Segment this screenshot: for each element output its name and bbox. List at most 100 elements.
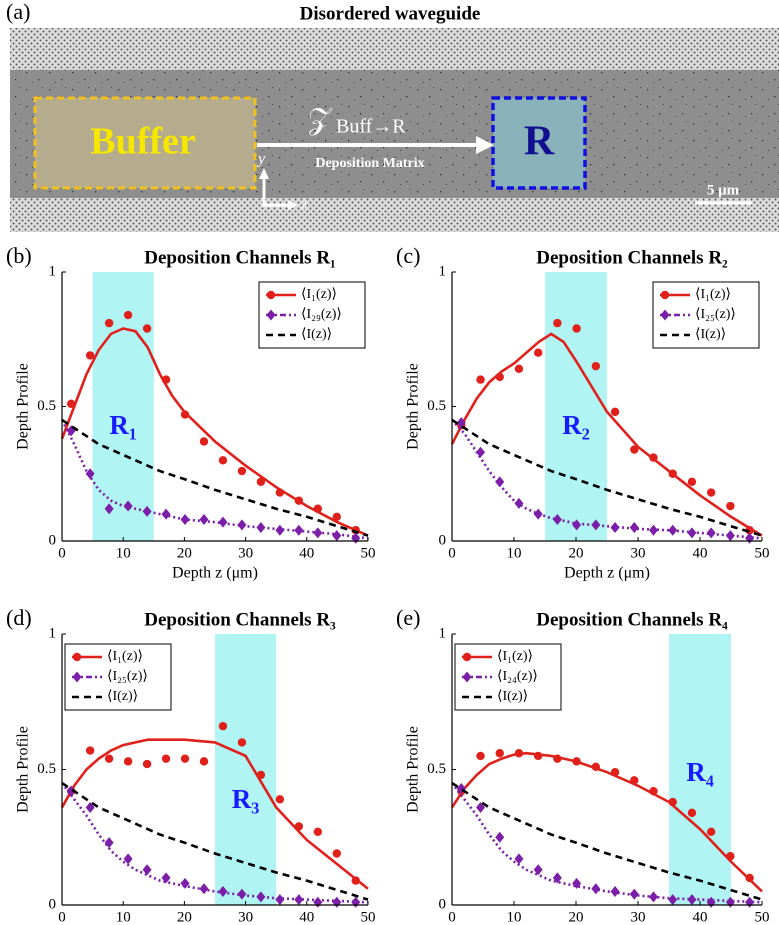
y-axis-label: Depth Profile [405,363,422,450]
panel-label: (e) [396,605,420,630]
series-line [450,751,763,893]
marker [687,894,697,906]
marker [668,469,677,478]
series-line [451,781,763,901]
marker [687,477,697,487]
panel-label: (c) [396,243,420,268]
legend-label: ⟨I₁(z)⟩ [301,287,337,302]
x-tick-label: 30 [631,545,646,561]
marker [552,513,562,525]
marker [553,754,562,763]
band-label: R₄ [686,757,714,787]
legend: ⟨I₁(z)⟩ ⟨I₂₅(z)⟩ ⟨I(z)⟩ [652,281,760,349]
marker [553,318,562,328]
x-tick-label: 50 [755,909,770,925]
marker [161,872,171,884]
marker [256,891,266,903]
marker [706,827,716,837]
marker [706,527,716,539]
marker [552,872,562,884]
marker [629,522,639,534]
marker [72,652,82,662]
marker [610,885,620,897]
marker [660,309,670,321]
chart-title: Deposition Channels R₂ [536,247,728,268]
marker [256,477,266,487]
highlight-band [545,272,607,541]
axis-y-label: y [256,151,266,168]
y-tick-label: 1 [49,625,57,641]
marker [514,497,524,509]
y-tick-label: 0.5 [427,761,446,777]
marker [495,831,505,843]
marker [199,513,209,525]
marker [591,519,601,531]
marker [218,516,228,528]
marker [332,512,341,521]
marker [266,290,276,300]
series-line [450,332,763,537]
marker [630,776,639,785]
arrow-head [476,136,494,154]
marker [180,877,190,889]
x-tick-label: 30 [238,909,253,925]
marker [85,746,95,755]
chart-title: Deposition Channels R₄ [536,609,728,630]
marker [180,754,190,763]
axis-arrow-head [259,168,269,179]
marker [351,532,361,544]
marker [514,853,524,865]
marker [142,759,152,769]
cladding-bottom [10,198,779,232]
marker [660,290,670,300]
buffer-box [33,96,257,190]
marker [294,894,304,906]
legend-label: ⟨I(z)⟩ [301,327,332,342]
x-tick-label: 30 [238,545,253,561]
x-tick-label: 50 [361,545,376,561]
x-tick-label: 10 [116,909,131,925]
marker [294,524,304,536]
marker [591,883,601,895]
marker [462,671,472,683]
band-label: R₃ [232,784,260,814]
marker [161,375,171,384]
marker [668,797,677,807]
marker [237,738,247,747]
marker [533,751,543,761]
marker [332,896,342,908]
legend-label: ⟨I(z)⟩ [497,689,528,704]
marker [142,324,152,333]
legend-label: ⟨I₂₉(z)⟩ [301,307,342,322]
marker [180,410,190,419]
marker [629,888,639,900]
series-line [60,738,369,890]
axis-z-label: z [300,196,308,213]
marker [514,364,524,374]
series-line [450,782,763,904]
marker [199,883,209,895]
y-tick-label: 0 [439,532,447,548]
legend-label: ⟨I₂₄(z)⟩ [497,669,538,684]
series-line [60,327,369,537]
marker [649,891,658,903]
chart-title: Deposition Channels R₃ [144,609,336,630]
marker [313,896,323,908]
y-tick-label: 1 [439,625,447,641]
marker [462,652,472,662]
marker [687,527,697,539]
legend: ⟨I₁(z)⟩ ⟨I₂₄(z)⟩ ⟨I(z)⟩ [454,643,562,711]
legend-label: ⟨I₁(z)⟩ [497,649,533,664]
operator: 𝒵 [308,103,333,136]
scale-bar-label: 5 μm [707,182,740,198]
marker [294,822,304,831]
marker [351,896,361,908]
marker [313,504,323,513]
x-tick-label: 40 [299,545,314,561]
target-box [491,96,587,190]
marker [237,519,247,531]
x-tick-label: 20 [569,545,584,561]
marker [610,522,620,534]
